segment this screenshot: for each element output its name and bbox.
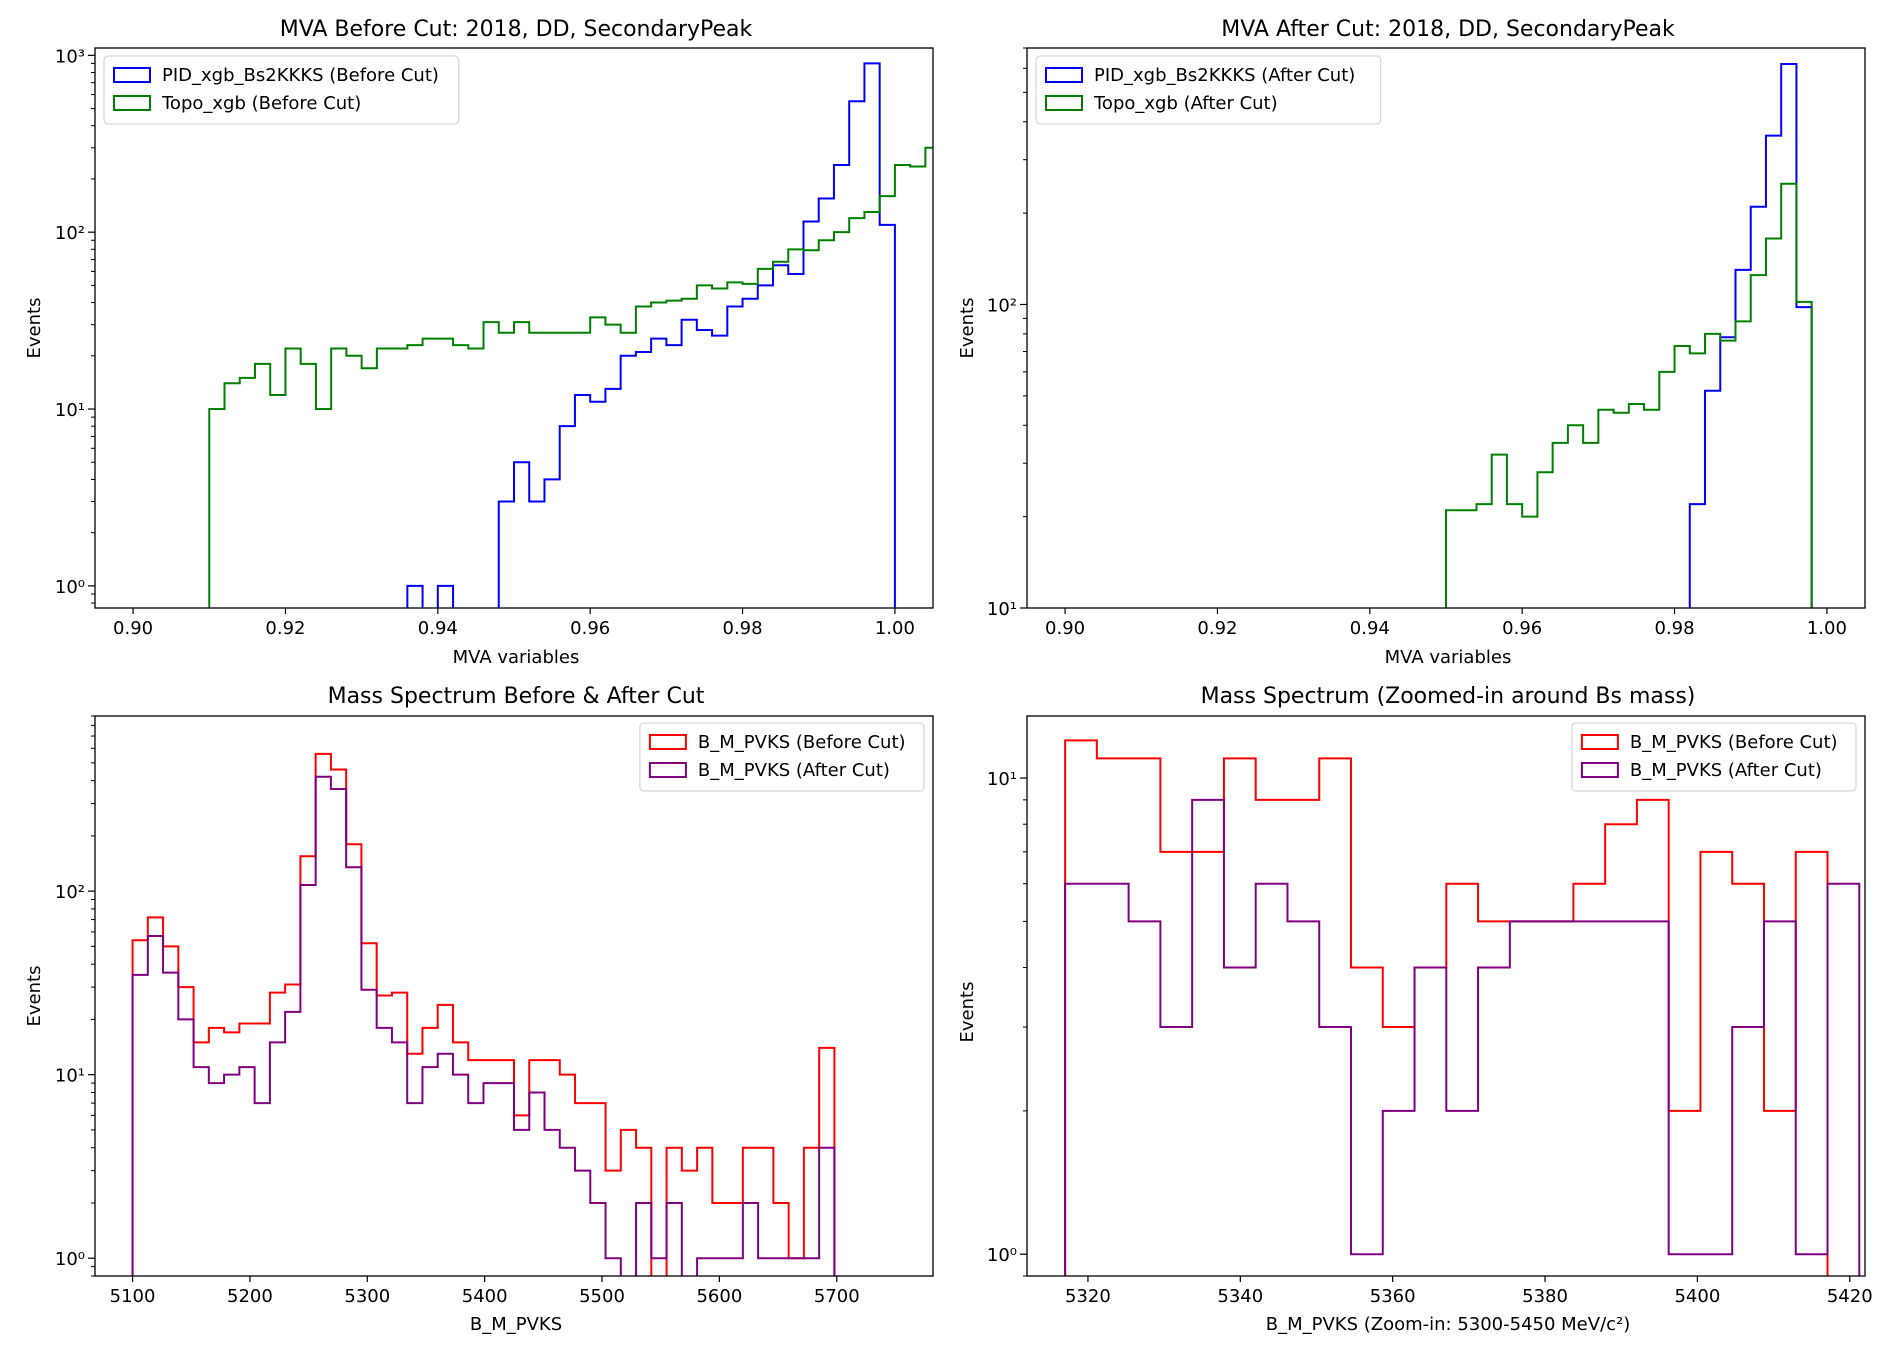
- x-axis-label: B_M_PVKS: [470, 1314, 562, 1335]
- histogram-series-0: [1688, 63, 1813, 608]
- y-tick-label: 10¹: [987, 769, 1017, 790]
- x-tick-label: 0.98: [723, 618, 763, 639]
- histogram-series-0: [406, 62, 896, 608]
- y-axis-label: Events: [957, 982, 978, 1043]
- x-tick-label: 1.00: [1807, 618, 1847, 639]
- legend-swatch: [648, 734, 687, 750]
- x-axis-label: MVA variables: [453, 647, 580, 668]
- plot-area: 0.90 0.92 0.94 0.96 0.98 1.00 10¹ 10²: [987, 47, 1866, 639]
- x-tick-label: 0.90: [1045, 618, 1085, 639]
- y-tick-label: 10⁰: [987, 1245, 1017, 1266]
- x-axis-label: MVA variables: [1385, 647, 1512, 668]
- legend-swatch: [1045, 95, 1083, 111]
- y-axis-label: Events: [24, 298, 45, 359]
- chart-panel-mass-spectrum-zoomed: Mass Spectrum (Zoomed-in around Bs mass)…: [957, 684, 1873, 1335]
- x-tick-label: 5300: [344, 1286, 390, 1307]
- legend: PID_xgb_Bs2KKKS (Before Cut) Topo_xgb (Be…: [103, 55, 460, 125]
- chart-panel-mva-before-cut: MVA Before Cut: 2018, DD, SecondaryPeak …: [24, 17, 934, 668]
- legend: PID_xgb_Bs2KKKS (After Cut) Topo_xgb (Aft…: [1035, 55, 1382, 125]
- x-tick-label: 5600: [696, 1286, 742, 1307]
- y-tick-label: 10¹: [55, 400, 85, 421]
- legend-label: PID_xgb_Bs2KKKS (After Cut): [1094, 65, 1355, 86]
- x-tick-label: 5500: [579, 1286, 625, 1307]
- plot-area: 5100 5200 5300 5400 5500 5600 5700 10⁰ 10¹ 10²: [55, 715, 934, 1307]
- x-tick-label: 0.98: [1655, 618, 1695, 639]
- y-tick-label: 10²: [55, 882, 85, 903]
- x-tick-label: 0.96: [1502, 618, 1542, 639]
- legend-swatch: [1045, 67, 1083, 83]
- legend-swatch: [648, 762, 687, 778]
- x-tick-label: 5200: [227, 1286, 273, 1307]
- y-axis-label: Events: [957, 298, 978, 359]
- chart-panel-mass-spectrum: Mass Spectrum Before & After Cut B_M_PVK…: [24, 684, 934, 1335]
- legend-label: Topo_xgb (Before Cut): [161, 93, 361, 114]
- x-tick-label: 0.94: [418, 618, 458, 639]
- chart-panel-mva-after-cut: MVA After Cut: 2018, DD, SecondaryPeak M…: [957, 17, 1866, 668]
- x-tick-label: 0.96: [570, 618, 610, 639]
- legend-swatch: [113, 67, 151, 83]
- chart-title: Mass Spectrum (Zoomed-in around Bs mass): [1201, 684, 1696, 709]
- x-tick-label: 0.90: [113, 618, 153, 639]
- axes-frame: [94, 47, 934, 609]
- legend-label: B_M_PVKS (After Cut): [698, 760, 890, 781]
- y-tick-label: 10²: [987, 295, 1017, 316]
- x-tick-label: 0.92: [1197, 618, 1237, 639]
- plot-area: 0.90 0.92 0.94 0.96 0.98 1.00 10⁰ 10¹ 10² 10³: [55, 46, 934, 639]
- y-tick-label: 10²: [55, 223, 85, 244]
- legend-box: [103, 55, 460, 125]
- y-tick-label: 10⁰: [55, 577, 85, 598]
- histogram-series-0: [1064, 739, 1829, 1276]
- x-tick-label: 0.92: [265, 618, 305, 639]
- x-tick-label: 5320: [1065, 1286, 1111, 1307]
- x-tick-label: 5340: [1217, 1286, 1263, 1307]
- x-tick-label: 5380: [1522, 1286, 1568, 1307]
- x-tick-label: 1.00: [875, 618, 915, 639]
- x-axis-label: B_M_PVKS (Zoom-in: 5300-5450 MeV/c²): [1266, 1314, 1631, 1335]
- x-tick-label: 0.94: [1350, 618, 1390, 639]
- histogram-series-0: [131, 752, 836, 1276]
- legend-label: B_M_PVKS (Before Cut): [698, 732, 906, 753]
- legend-swatch: [1580, 734, 1619, 750]
- histogram-series-1: [1064, 798, 1861, 1276]
- chart-title: Mass Spectrum Before & After Cut: [328, 684, 705, 709]
- legend-swatch: [1580, 762, 1619, 778]
- y-axis-label: Events: [24, 966, 45, 1027]
- legend-box: [1035, 55, 1382, 125]
- x-tick-label: 5400: [462, 1286, 508, 1307]
- axes-frame: [94, 715, 934, 1277]
- legend-label: B_M_PVKS (After Cut): [1630, 760, 1822, 781]
- y-tick-label: 10³: [55, 46, 85, 67]
- histogram-series-1: [131, 775, 836, 1276]
- legend-box: [639, 722, 925, 792]
- y-tick-label: 10¹: [55, 1066, 85, 1087]
- y-tick-label: 10¹: [987, 599, 1017, 620]
- plot-area: 5320 5340 5360 5380 5400 5420 10⁰ 10¹: [987, 715, 1873, 1307]
- histogram-series-1: [208, 146, 933, 608]
- legend-label: PID_xgb_Bs2KKKS (Before Cut): [162, 65, 439, 86]
- x-tick-label: 5100: [110, 1286, 156, 1307]
- legend-label: Topo_xgb (After Cut): [1093, 93, 1278, 114]
- x-tick-label: 5400: [1674, 1286, 1720, 1307]
- legend-box: [1571, 722, 1857, 792]
- legend: B_M_PVKS (Before Cut) B_M_PVKS (After Cut…: [1571, 722, 1857, 792]
- x-tick-label: 5420: [1827, 1286, 1873, 1307]
- legend-label: B_M_PVKS (Before Cut): [1630, 732, 1838, 753]
- chart-title: MVA After Cut: 2018, DD, SecondaryPeak: [1221, 17, 1675, 42]
- legend-swatch: [113, 95, 151, 111]
- chart-title: MVA Before Cut: 2018, DD, SecondaryPeak: [280, 17, 753, 42]
- axes-frame: [1026, 715, 1866, 1277]
- y-tick-label: 10⁰: [55, 1249, 85, 1270]
- x-tick-label: 5360: [1370, 1286, 1416, 1307]
- axes-frame: [1026, 47, 1866, 609]
- x-tick-label: 5700: [814, 1286, 860, 1307]
- histogram-series-1: [1445, 182, 1813, 608]
- legend: B_M_PVKS (Before Cut) B_M_PVKS (After Cut…: [639, 722, 925, 792]
